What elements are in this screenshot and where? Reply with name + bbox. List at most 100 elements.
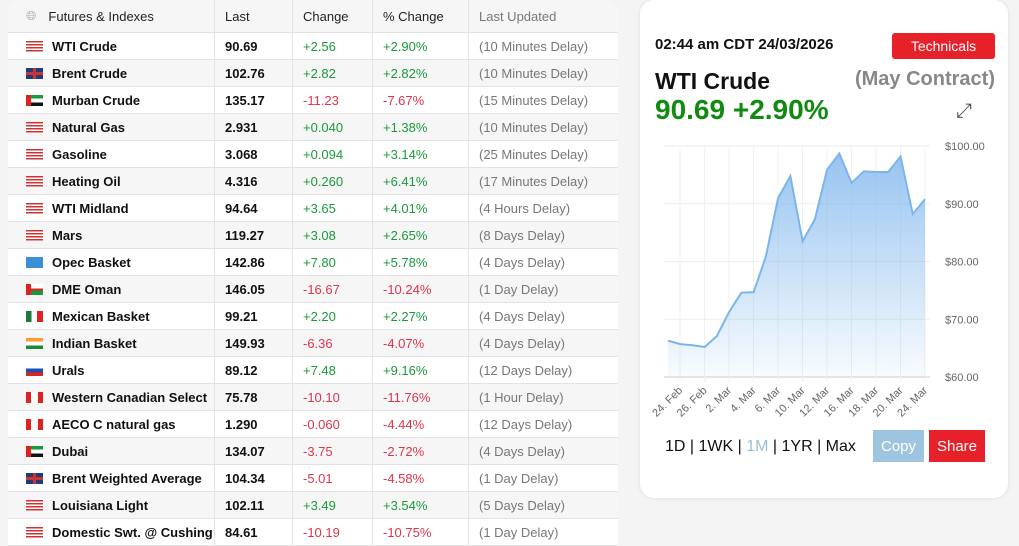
flag-icon-in bbox=[26, 338, 43, 349]
table-row[interactable]: Brent Weighted Average 104.34 -5.01 -4.5… bbox=[8, 465, 618, 492]
header-pct-change: % Change bbox=[373, 0, 469, 32]
x-tick-label: 2. Mar bbox=[704, 384, 735, 415]
share-button[interactable]: Share bbox=[929, 430, 985, 462]
range-1wk[interactable]: 1WK bbox=[699, 438, 734, 455]
range-max[interactable]: Max bbox=[826, 438, 856, 455]
last-updated: (4 Days Delay) bbox=[469, 330, 618, 356]
last-updated: (10 Minutes Delay) bbox=[469, 60, 618, 86]
table-row[interactable]: Domestic Swt. @ Cushing 84.61 -10.19 -10… bbox=[8, 519, 618, 546]
change: -0.060 bbox=[293, 411, 373, 437]
last-price: 90.69 bbox=[215, 33, 293, 59]
commodity-name[interactable]: Western Canadian Select bbox=[52, 390, 207, 405]
change: -5.01 bbox=[293, 465, 373, 491]
table-row[interactable]: Louisiana Light 102.11 +3.49 +3.54% (5 D… bbox=[8, 492, 618, 519]
last-price: 94.64 bbox=[215, 195, 293, 221]
change: +0.094 bbox=[293, 141, 373, 167]
commodity-name[interactable]: Mexican Basket bbox=[52, 309, 150, 324]
pct-change: +2.82% bbox=[373, 60, 469, 86]
last-price: 119.27 bbox=[215, 222, 293, 248]
x-tick-label: 4. Mar bbox=[728, 384, 759, 415]
table-row[interactable]: Natural Gas 2.931 +0.040 +1.38% (10 Minu… bbox=[8, 114, 618, 141]
flag-icon-ru bbox=[26, 365, 43, 376]
table-row[interactable]: Western Canadian Select 75.78 -10.10 -11… bbox=[8, 384, 618, 411]
last-updated: (25 Minutes Delay) bbox=[469, 141, 618, 167]
change: -3.75 bbox=[293, 438, 373, 464]
separator: | bbox=[813, 438, 826, 455]
table-row[interactable]: Gasoline 3.068 +0.094 +3.14% (25 Minutes… bbox=[8, 141, 618, 168]
last-price: 75.78 bbox=[215, 384, 293, 410]
range-1m[interactable]: 1M bbox=[746, 438, 768, 455]
last-updated: (4 Days Delay) bbox=[469, 249, 618, 275]
commodity-name[interactable]: Urals bbox=[52, 363, 85, 378]
commodity-name[interactable]: Opec Basket bbox=[52, 255, 131, 270]
table-row[interactable]: Dubai 134.07 -3.75 -2.72% (4 Days Delay) bbox=[8, 438, 618, 465]
pct-change: +2.90% bbox=[373, 33, 469, 59]
range-1yr[interactable]: 1YR bbox=[782, 438, 813, 455]
pct-change: +1.38% bbox=[373, 114, 469, 140]
table-row[interactable]: AECO C natural gas 1.290 -0.060 -4.44% (… bbox=[8, 411, 618, 438]
table-row[interactable]: WTI Crude 90.69 +2.56 +2.90% (10 Minutes… bbox=[8, 33, 618, 60]
commodity-name[interactable]: Brent Weighted Average bbox=[52, 471, 202, 486]
pct-change: -10.75% bbox=[373, 519, 469, 545]
change: -11.23 bbox=[293, 87, 373, 113]
last-updated: (5 Days Delay) bbox=[469, 492, 618, 518]
change: +2.56 bbox=[293, 33, 373, 59]
table-header: 🌐︎Futures & Indexes Last Change % Change… bbox=[8, 0, 618, 33]
change: -16.67 bbox=[293, 276, 373, 302]
commodity-name[interactable]: DME Oman bbox=[52, 282, 121, 297]
table-row[interactable]: Mars 119.27 +3.08 +2.65% (8 Days Delay) bbox=[8, 222, 618, 249]
change: +2.20 bbox=[293, 303, 373, 329]
table-row[interactable]: WTI Midland 94.64 +3.65 +4.01% (4 Hours … bbox=[8, 195, 618, 222]
change: +3.49 bbox=[293, 492, 373, 518]
flag-icon-ca bbox=[26, 419, 43, 430]
table-row[interactable]: Opec Basket 142.86 +7.80 +5.78% (4 Days … bbox=[8, 249, 618, 276]
table-row[interactable]: Murban Crude 135.17 -11.23 -7.67% (15 Mi… bbox=[8, 87, 618, 114]
range-1d[interactable]: 1D bbox=[665, 438, 685, 455]
commodity-name[interactable]: Domestic Swt. @ Cushing bbox=[52, 525, 213, 540]
flag-icon-ae bbox=[26, 446, 43, 457]
commodity-name[interactable]: AECO C natural gas bbox=[52, 417, 176, 432]
last-updated: (4 Days Delay) bbox=[469, 438, 618, 464]
commodity-name[interactable]: Heating Oil bbox=[52, 174, 121, 189]
last-price: 89.12 bbox=[215, 357, 293, 383]
commodity-name[interactable]: Murban Crude bbox=[52, 93, 140, 108]
table-row[interactable]: Mexican Basket 99.21 +2.20 +2.27% (4 Day… bbox=[8, 303, 618, 330]
change: -6.36 bbox=[293, 330, 373, 356]
commodity-name[interactable]: WTI Crude bbox=[52, 39, 117, 54]
table-row[interactable]: Heating Oil 4.316 +0.260 +6.41% (17 Minu… bbox=[8, 168, 618, 195]
commodity-name[interactable]: Brent Crude bbox=[52, 66, 127, 81]
commodity-name[interactable]: Louisiana Light bbox=[52, 498, 148, 513]
commodity-name[interactable]: Indian Basket bbox=[52, 336, 137, 351]
last-updated: (1 Day Delay) bbox=[469, 465, 618, 491]
commodity-name[interactable]: Natural Gas bbox=[52, 120, 125, 135]
flag-icon-us bbox=[26, 41, 43, 52]
last-price: 142.86 bbox=[215, 249, 293, 275]
commodity-name[interactable]: Dubai bbox=[52, 444, 88, 459]
table-row[interactable]: Urals 89.12 +7.48 +9.16% (12 Days Delay) bbox=[8, 357, 618, 384]
commodity-name[interactable]: Mars bbox=[52, 228, 82, 243]
pct-change: +5.78% bbox=[373, 249, 469, 275]
flag-icon-us bbox=[26, 203, 43, 214]
last-updated: (10 Minutes Delay) bbox=[469, 33, 618, 59]
flag-icon-mx bbox=[26, 311, 43, 322]
copy-button[interactable]: Copy bbox=[873, 430, 924, 462]
last-price: 146.05 bbox=[215, 276, 293, 302]
flag-icon-om bbox=[26, 284, 43, 295]
commodity-name[interactable]: Gasoline bbox=[52, 147, 107, 162]
y-tick-label: $100.00 bbox=[945, 141, 985, 153]
pct-change: -4.44% bbox=[373, 411, 469, 437]
table-row[interactable]: Brent Crude 102.76 +2.82 +2.82% (10 Minu… bbox=[8, 60, 618, 87]
last-updated: (12 Days Delay) bbox=[469, 357, 618, 383]
y-tick-label: $60.00 bbox=[945, 372, 979, 384]
flag-icon-us bbox=[26, 500, 43, 511]
pct-change: +4.01% bbox=[373, 195, 469, 221]
table-row[interactable]: DME Oman 146.05 -16.67 -10.24% (1 Day De… bbox=[8, 276, 618, 303]
last-price: 102.76 bbox=[215, 60, 293, 86]
quote-card: 02:44 am CDT 24/03/2026 Technicals WTI C… bbox=[640, 0, 1008, 498]
header-last: Last bbox=[215, 0, 293, 32]
header-change: Change bbox=[293, 0, 373, 32]
change: +0.260 bbox=[293, 168, 373, 194]
table-row[interactable]: Indian Basket 149.93 -6.36 -4.07% (4 Day… bbox=[8, 330, 618, 357]
commodity-name[interactable]: WTI Midland bbox=[52, 201, 129, 216]
